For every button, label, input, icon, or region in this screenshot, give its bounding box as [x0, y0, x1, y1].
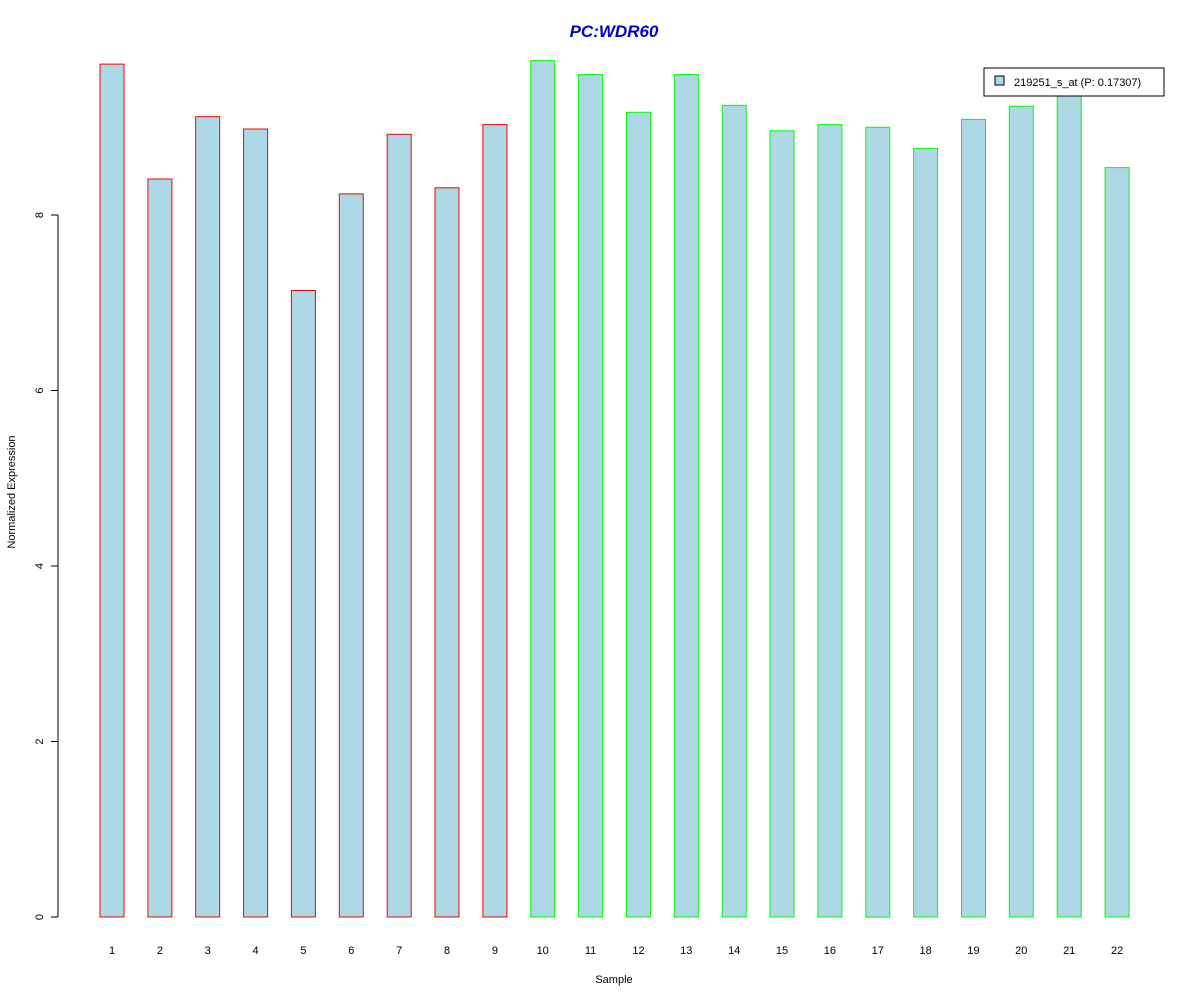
x-tick-label-10: 10 [537, 945, 549, 957]
x-tick-label-2: 2 [157, 945, 163, 957]
x-tick-label-3: 3 [205, 945, 211, 957]
x-tick-label-9: 9 [492, 945, 498, 957]
bar-sample-12 [626, 111, 651, 918]
x-axis-label: Sample [595, 974, 632, 986]
bar-sample-16 [817, 124, 843, 918]
y-tick-label-0: 0 [34, 914, 46, 920]
y-axis: 0 2 4 6 8 [34, 212, 59, 920]
bar-sample-11 [578, 74, 604, 918]
bar-sample-19 [961, 118, 986, 918]
x-tick-label-8: 8 [444, 945, 450, 957]
y-tick-label-2: 2 [34, 738, 46, 744]
y-tick-label-4: 4 [34, 563, 46, 569]
bar-sample-3 [195, 116, 221, 918]
bar-sample-8 [434, 187, 460, 918]
x-tick-label-15: 15 [776, 945, 788, 957]
bar-sample-4 [243, 128, 269, 918]
y-tick-label-6: 6 [34, 387, 46, 393]
bar-sample-13 [673, 74, 699, 918]
x-tick-label-4: 4 [253, 945, 259, 957]
bar-sample-17 [865, 126, 891, 918]
bar-sample-10 [530, 60, 556, 918]
bar-sample-5 [290, 290, 316, 918]
legend-swatch [994, 75, 1005, 86]
bar-sample-22 [1104, 167, 1130, 918]
x-tick-label-5: 5 [300, 945, 306, 957]
x-tick-label-14: 14 [728, 945, 740, 957]
bar-sample-15 [769, 130, 795, 918]
x-tick-label-12: 12 [632, 945, 644, 957]
bar-sample-20 [1008, 105, 1034, 918]
bar-sample-14 [721, 104, 747, 918]
x-tick-label-13: 13 [680, 945, 692, 957]
x-tick-label-19: 19 [967, 945, 979, 957]
bar-sample-1 [99, 63, 125, 918]
bar-sample-2 [147, 178, 173, 918]
x-tick-label-1: 1 [109, 945, 115, 957]
y-axis-label: Normalized Expression [6, 435, 18, 548]
legend: 219251_s_at (P: 0.17307) [983, 67, 1165, 97]
x-tick-label-20: 20 [1015, 945, 1027, 957]
x-tick-label-6: 6 [348, 945, 354, 957]
x-tick-label-16: 16 [824, 945, 836, 957]
bars-group [99, 60, 1130, 918]
x-tick-label-11: 11 [585, 945, 596, 957]
bar-sample-21 [1056, 94, 1082, 918]
x-tick-label-17: 17 [872, 945, 884, 957]
bar-sample-18 [913, 147, 939, 918]
bar-sample-6 [338, 193, 364, 918]
x-tick-label-18: 18 [919, 945, 931, 957]
chart-title: PC:WDR60 [570, 22, 659, 41]
legend-label: 219251_s_at (P: 0.17307) [1014, 77, 1141, 89]
x-tick-label-7: 7 [396, 945, 402, 957]
y-tick-label-8: 8 [34, 212, 46, 218]
x-tick-label-22: 22 [1111, 945, 1123, 957]
bar-sample-9 [482, 124, 508, 918]
bar-sample-7 [386, 133, 412, 918]
legend-box [983, 67, 1165, 97]
x-tick-label-21: 21 [1063, 945, 1075, 957]
x-tick-labels: 1 2 3 4 5 6 7 8 9 10 11 12 13 14 15 16 17 18 19 20 21 22 [109, 945, 1123, 957]
